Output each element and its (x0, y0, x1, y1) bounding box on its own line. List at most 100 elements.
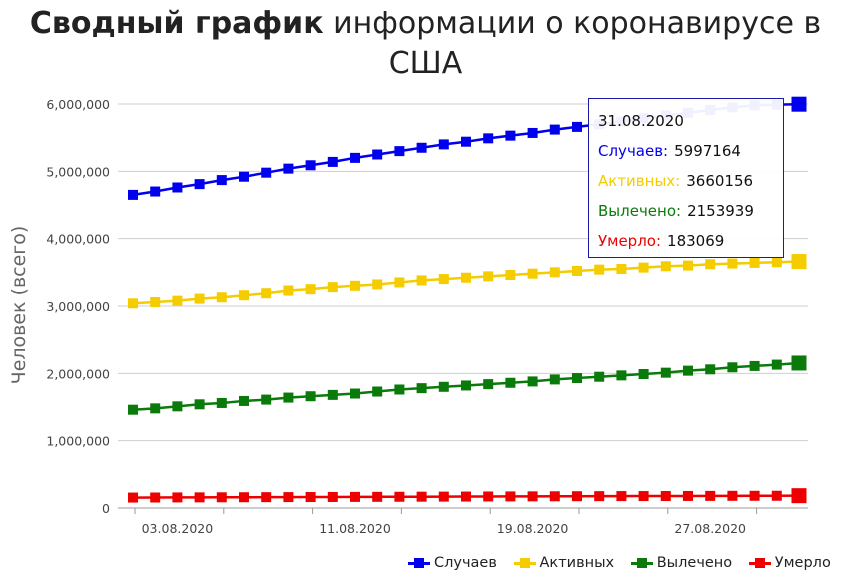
data-point[interactable] (327, 389, 338, 400)
data-point[interactable] (305, 391, 316, 402)
data-point[interactable] (128, 298, 138, 309)
data-point[interactable] (594, 264, 605, 275)
data-point[interactable] (638, 262, 649, 273)
data-point[interactable] (683, 365, 693, 376)
data-point[interactable] (483, 379, 494, 390)
data-point[interactable] (461, 136, 471, 147)
data-point[interactable] (438, 381, 449, 392)
data-point[interactable] (416, 142, 427, 153)
data-point[interactable] (727, 362, 738, 373)
data-point[interactable] (305, 492, 316, 503)
data-point[interactable] (128, 492, 138, 503)
data-point[interactable] (616, 263, 627, 274)
data-point[interactable] (216, 292, 227, 303)
data-point[interactable] (194, 492, 205, 503)
data-point[interactable] (350, 280, 360, 291)
data-point[interactable] (394, 491, 405, 502)
data-point[interactable] (527, 268, 538, 279)
data-point[interactable] (527, 491, 538, 502)
data-point[interactable] (172, 492, 183, 503)
data-point[interactable] (239, 290, 249, 301)
data-point[interactable] (327, 156, 338, 167)
data-point[interactable] (150, 492, 161, 503)
data-point[interactable] (394, 277, 405, 288)
data-point[interactable] (749, 360, 760, 371)
data-point[interactable] (216, 175, 227, 186)
data-point[interactable] (128, 189, 138, 200)
data-point[interactable] (616, 491, 627, 502)
data-point[interactable] (261, 394, 272, 405)
data-point[interactable] (194, 293, 205, 304)
legend-item-recovered[interactable]: Вылечено (630, 555, 732, 571)
data-point[interactable] (791, 96, 807, 112)
data-point[interactable] (727, 490, 738, 501)
data-point[interactable] (638, 369, 649, 380)
data-point[interactable] (791, 488, 807, 504)
legend-item-cases[interactable]: Случаев (408, 555, 497, 571)
data-point[interactable] (416, 383, 427, 394)
data-point[interactable] (638, 491, 649, 502)
data-point[interactable] (749, 490, 760, 501)
data-point[interactable] (350, 388, 360, 399)
data-point[interactable] (771, 359, 782, 370)
data-point[interactable] (150, 403, 161, 414)
data-point[interactable] (483, 491, 494, 502)
data-point[interactable] (372, 386, 383, 397)
data-point[interactable] (394, 384, 405, 395)
data-point[interactable] (572, 121, 582, 132)
data-point[interactable] (683, 490, 693, 501)
data-point[interactable] (527, 127, 538, 138)
data-point[interactable] (616, 370, 627, 381)
data-point[interactable] (350, 491, 360, 502)
data-point[interactable] (372, 279, 383, 290)
data-point[interactable] (727, 258, 738, 269)
data-point[interactable] (660, 367, 671, 378)
data-point[interactable] (791, 254, 807, 270)
data-point[interactable] (505, 130, 516, 141)
data-point[interactable] (261, 167, 272, 178)
data-point[interactable] (705, 259, 716, 270)
data-point[interactable] (305, 160, 316, 171)
data-point[interactable] (327, 282, 338, 293)
data-point[interactable] (416, 275, 427, 286)
data-point[interactable] (461, 380, 471, 391)
data-point[interactable] (172, 401, 183, 412)
data-point[interactable] (194, 399, 205, 410)
data-point[interactable] (705, 490, 716, 501)
data-point[interactable] (327, 491, 338, 502)
data-point[interactable] (572, 373, 582, 384)
data-point[interactable] (483, 271, 494, 282)
data-point[interactable] (283, 285, 294, 296)
data-point[interactable] (594, 371, 605, 382)
data-point[interactable] (438, 139, 449, 150)
data-point[interactable] (416, 491, 427, 502)
data-point[interactable] (791, 355, 807, 371)
data-point[interactable] (305, 284, 316, 295)
data-point[interactable] (372, 149, 383, 160)
data-point[interactable] (549, 267, 560, 278)
data-point[interactable] (705, 364, 716, 375)
data-point[interactable] (261, 492, 272, 503)
legend-item-active[interactable]: Активных (513, 555, 614, 571)
data-point[interactable] (660, 491, 671, 502)
data-point[interactable] (549, 491, 560, 502)
data-point[interactable] (239, 492, 249, 503)
data-point[interactable] (283, 163, 294, 174)
data-point[interactable] (594, 491, 605, 502)
data-point[interactable] (749, 257, 760, 268)
data-point[interactable] (438, 491, 449, 502)
data-point[interactable] (549, 374, 560, 385)
data-point[interactable] (394, 146, 405, 157)
data-point[interactable] (350, 152, 360, 163)
data-point[interactable] (660, 261, 671, 272)
data-point[interactable] (572, 265, 582, 276)
data-point[interactable] (239, 171, 249, 182)
data-point[interactable] (771, 257, 782, 268)
data-point[interactable] (283, 492, 294, 503)
data-point[interactable] (771, 490, 782, 501)
data-point[interactable] (683, 260, 693, 271)
data-point[interactable] (527, 376, 538, 387)
data-point[interactable] (283, 392, 294, 403)
data-point[interactable] (150, 296, 161, 307)
data-point[interactable] (461, 491, 471, 502)
